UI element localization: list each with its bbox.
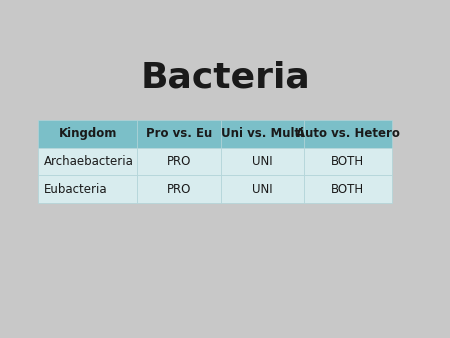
Text: Eubacteria: Eubacteria [44,183,108,196]
Bar [220,120,304,148]
Bar [220,175,304,203]
Text: PRO: PRO [166,183,191,196]
Bar [220,148,304,175]
Text: Uni vs. Multi: Uni vs. Multi [220,127,304,140]
Text: UNI: UNI [252,183,272,196]
Bar [38,175,137,203]
Bar [38,120,137,148]
Text: PRO: PRO [166,155,191,168]
Text: Auto vs. Hetero: Auto vs. Hetero [296,127,400,140]
Bar [304,148,392,175]
Text: Kingdom: Kingdom [58,127,117,140]
Bar [137,120,220,148]
Bar [304,120,392,148]
Bar [137,148,220,175]
Text: Bacteria: Bacteria [140,61,310,95]
Bar [38,148,137,175]
Bar [137,175,220,203]
Text: Archaebacteria: Archaebacteria [44,155,134,168]
Text: UNI: UNI [252,155,272,168]
Text: BOTH: BOTH [331,155,364,168]
Bar [304,175,392,203]
Text: Pro vs. Eu: Pro vs. Eu [146,127,212,140]
Text: BOTH: BOTH [331,183,364,196]
